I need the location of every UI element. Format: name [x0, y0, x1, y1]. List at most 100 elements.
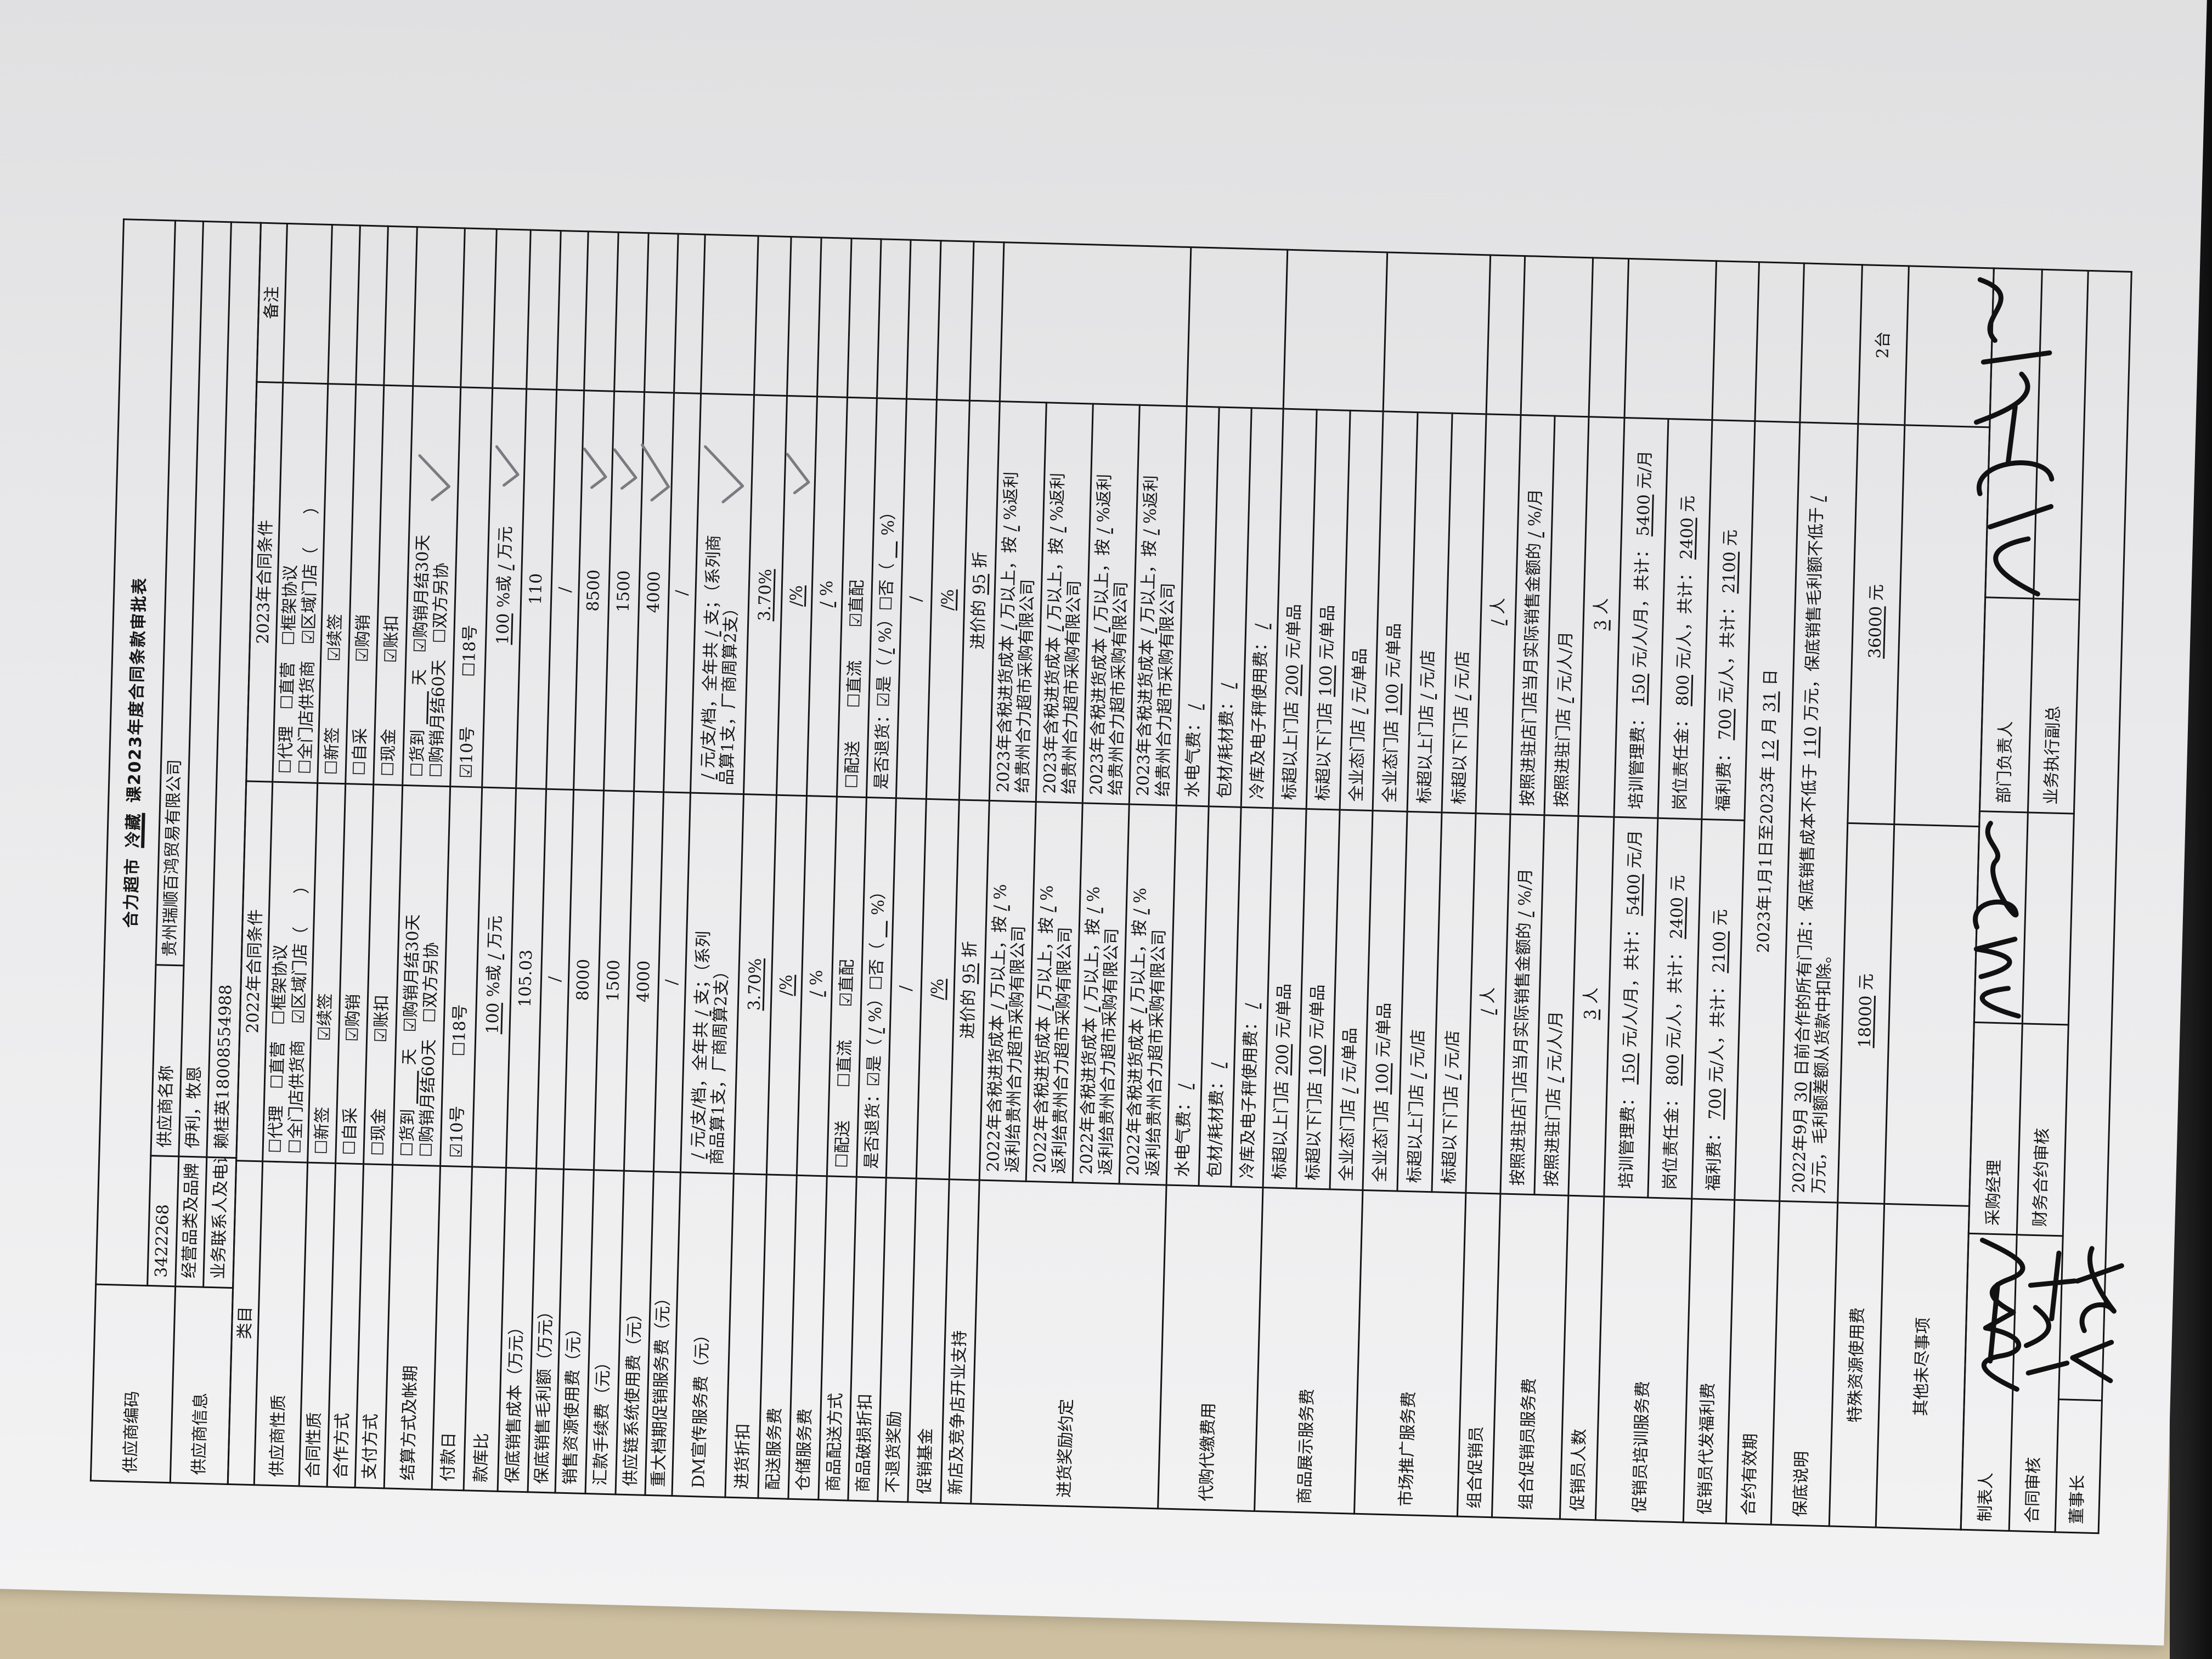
cell-text: 全业态门店 [1380, 720, 1402, 803]
filled-blank: / [1452, 694, 1471, 701]
row-category: 供应商性质 [254, 1161, 308, 1486]
filled-blank: / [1554, 697, 1574, 703]
cell-text: 全业态门店 [1370, 1099, 1392, 1183]
filled-blank: / [1000, 525, 1020, 532]
cell-text: 支；（系列 [692, 930, 714, 1006]
cell-note [936, 240, 974, 401]
cell-line: 全业态门店 100 元/单品 [1380, 420, 1410, 803]
cell-note [754, 235, 792, 396]
cell-line: /% [772, 804, 802, 1167]
header-note: 备注 [256, 223, 287, 383]
cell-text: 元/单品 [1384, 623, 1404, 679]
filled-blank: 100 [483, 1002, 503, 1035]
cell-text: 万以上，按 [988, 916, 1009, 999]
cell-text: 按照进驻门店 [1542, 1087, 1564, 1187]
cell-text: 元/支/档，全年共 [688, 1021, 711, 1148]
category-brand-label: 经营品类及品牌 [175, 1156, 207, 1288]
cell-note [877, 239, 911, 399]
handwritten-check-icon [418, 454, 450, 501]
cell-line: 标超以下门店 100 元/单品 [1304, 817, 1333, 1181]
cell-text: %返利 [1047, 472, 1068, 522]
cell-line: /% [933, 408, 963, 791]
filled-blank: / [1091, 627, 1110, 633]
cell-line: 是否退货：☑是（ / %）☐否（ %） [862, 806, 891, 1169]
title-store: 合力超市 [121, 857, 143, 928]
cell-text: 万以上，按 [1128, 919, 1150, 1003]
filled-blank: / [1525, 532, 1544, 538]
filled-blank: 150 [1619, 1052, 1639, 1085]
cell-note [492, 229, 531, 390]
filled-blank: 36000 [1865, 606, 1886, 659]
cell-text: 元/人，共计： [1664, 944, 1686, 1049]
filled-blank: / [875, 648, 895, 654]
filled-blank: 3 [1591, 619, 1611, 631]
cell-line: 全业态门店 100 元/单品 [1370, 819, 1400, 1182]
chairman-label: 董事长 [2055, 1399, 2102, 1533]
purchasing-manager-label: 采购经理 [1968, 1022, 2023, 1235]
cell-note [556, 230, 589, 391]
cell-text: 元/人/月，共计： [1620, 921, 1643, 1048]
row-category: 商品展示服务费 [1254, 1187, 1363, 1514]
filled-blank: / [495, 564, 515, 571]
cell-line: 105.03 [515, 949, 537, 1008]
cell-text: 水电气费： [1173, 1094, 1195, 1177]
cell-note [1712, 261, 1759, 421]
cell-text: %返利 [1000, 471, 1022, 521]
cell-text: 人 [1488, 597, 1509, 614]
cell-text: 人 [1478, 986, 1498, 1004]
cell-line: 标超以上门店 / 元/店 [1405, 820, 1434, 1183]
signature-dept-head [1973, 277, 2055, 597]
cell-text: 2022年9月 [1789, 1107, 1811, 1194]
cell-line: 包材/耗材费： / [1215, 416, 1245, 799]
cell-line: / [896, 985, 916, 992]
row-category: 组合促销员服务费 [1492, 1193, 1568, 1520]
cell-text: 元/人/月 [1545, 1011, 1566, 1072]
filled-blank: 12 [1759, 739, 1779, 761]
cell-text: %）☐否（ [876, 562, 897, 644]
cell-line: 包材/耗材费： / [1205, 815, 1234, 1178]
cell-text: 万以上，按 [1091, 539, 1113, 622]
cell-text: % [1131, 887, 1150, 904]
cell-text: 万以上，按 [1081, 918, 1103, 1001]
filled-blank: / [1127, 1007, 1148, 1014]
cell-text: % [807, 969, 827, 986]
cell-note [1187, 247, 1288, 409]
signature-preparer [1979, 1238, 2025, 1392]
filled-blank: 95 [960, 962, 980, 985]
supplier-info-label: 供应商信息 [170, 1286, 233, 1485]
cell-line: 福利费： 700 元/人，共计： 2100 元 [1703, 828, 1733, 1191]
cell-line: /人 [1483, 423, 1513, 806]
cell-line: /% [923, 808, 952, 1171]
cell-text: 元 [1720, 529, 1741, 546]
cell-note [383, 226, 417, 386]
handwritten-check-icon [495, 445, 520, 487]
filled-blank: 18000 [1855, 995, 1876, 1048]
cell-text: 标超以下门店 [1313, 702, 1336, 802]
cell-text: %/月 [1525, 488, 1545, 527]
row-category: 代购代缴费用 [1158, 1185, 1263, 1511]
filled-blank [408, 685, 428, 730]
cell-note [701, 234, 759, 395]
cell-text: 元/单品 [1273, 983, 1295, 1039]
cell-line: ☐配送 ☐直流 ☑直配 [832, 959, 857, 1169]
filled-blank [868, 915, 888, 943]
cell-text: 元/人，共计： [1674, 565, 1696, 670]
cell-line: 按照进驻门店 / 元/人/月 [1542, 824, 1571, 1187]
filled-blank: / [806, 990, 826, 997]
cell-text: 元/支/档，全年共 [698, 641, 721, 769]
cell-text: ☐货到 [397, 1108, 418, 1157]
cell-line: 培训管理费： 150 元/人/月，共计： 5400 元/月 [1627, 426, 1656, 810]
cell-line: 标超以上门店 200 元/单品 [1280, 417, 1310, 800]
cell-text: 2023年1月1日至2023年 [1753, 765, 1778, 953]
cell-text: 日 [1760, 669, 1781, 686]
filled-blank: / [1418, 693, 1437, 700]
filled-blank: / [1442, 1074, 1462, 1080]
signature-purchasing-manager [1973, 821, 2021, 1019]
cell-note [614, 232, 649, 392]
cell-line: 1500 [603, 959, 624, 1002]
filled-blank: / [1130, 909, 1150, 915]
cell-text: 标超以下门店 [1304, 1081, 1325, 1181]
cell-text: 冷库及电子秤使用费： [1237, 1014, 1261, 1179]
handwritten-check-icon [704, 445, 744, 504]
cell-text: 万元 [485, 915, 505, 949]
